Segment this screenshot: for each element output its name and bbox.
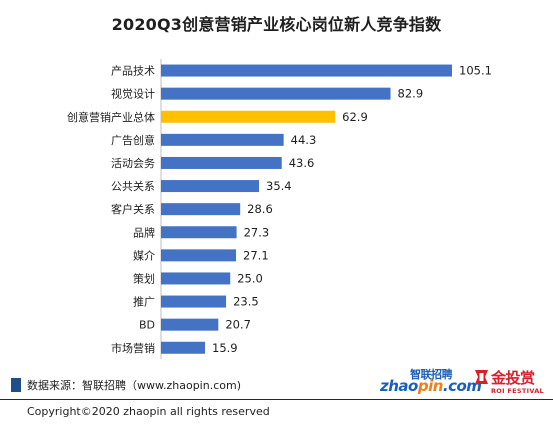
value-label: 105.1 xyxy=(459,64,492,78)
value-label: 28.6 xyxy=(247,202,273,216)
zhaopin-logo-en-suffix: .com xyxy=(442,377,482,395)
category-label: 推广 xyxy=(133,295,155,309)
copyright-notice: Copyright©2020 zhaopin all rights reserv… xyxy=(27,405,270,418)
bar xyxy=(161,295,227,308)
category-label: 广告创意 xyxy=(111,133,155,147)
value-label: 43.6 xyxy=(289,156,315,170)
value-label: 27.3 xyxy=(244,225,270,239)
bar xyxy=(161,180,260,193)
footer-divider xyxy=(0,399,553,400)
zhaopin-logo: 智联招聘 zhaopin.com xyxy=(380,366,482,396)
zhaopin-logo-en-accent: pin xyxy=(417,377,444,395)
zhaopin-logo-cn: 智联招聘 xyxy=(410,368,453,381)
data-source-note: 数据来源：智联招聘（www.zhaopin.com) xyxy=(27,379,241,392)
value-label: 82.9 xyxy=(398,87,424,101)
zhaopin-logo-en-prefix: zhao xyxy=(380,377,418,395)
category-label: 公共关系 xyxy=(111,179,155,193)
value-label: 44.3 xyxy=(291,133,317,147)
value-label: 15.9 xyxy=(212,341,238,355)
bar xyxy=(161,87,391,100)
value-label: 27.1 xyxy=(243,248,269,262)
bar xyxy=(161,133,284,146)
bars-group: 产品技术 105.1 视觉设计 82.9 创意营销产业总体 62.9 广告创意 44.3 活动会… xyxy=(67,64,492,355)
bar xyxy=(161,64,452,77)
category-label: 媒介 xyxy=(133,249,155,262)
category-label: 品牌 xyxy=(133,225,155,239)
category-label: BD xyxy=(139,319,155,332)
value-label: 35.4 xyxy=(266,179,292,193)
highlight-bar xyxy=(161,110,336,123)
category-label: 视觉设计 xyxy=(111,87,155,101)
category-label: 创意营销产业总体 xyxy=(67,110,155,124)
category-label: 客户关系 xyxy=(111,202,155,216)
roi-logo-cn: 金投赏 xyxy=(491,369,535,387)
roi-logo-en: ROI FESTIVAL xyxy=(491,387,544,395)
bar xyxy=(161,226,237,239)
value-label: 20.7 xyxy=(225,318,251,332)
bar xyxy=(161,203,241,216)
bar-chart: 产品技术 105.1 视觉设计 82.9 创意营销产业总体 62.9 广告创意 44.3 活动会… xyxy=(67,59,492,360)
value-label: 25.0 xyxy=(237,271,263,285)
category-label: 产品技术 xyxy=(111,64,155,78)
zhaopin-logo-en: zhaopin.com xyxy=(380,377,482,395)
chart-title: 2020Q3创意营销产业核心岗位新人竞争指数 xyxy=(111,15,442,34)
roi-emblem-icon xyxy=(475,370,488,384)
category-label: 市场营销 xyxy=(111,341,155,355)
value-label: 62.9 xyxy=(342,110,368,124)
category-label: 策划 xyxy=(133,271,155,285)
bar xyxy=(161,318,219,331)
value-label: 23.5 xyxy=(233,295,259,309)
bar xyxy=(161,249,237,262)
bar xyxy=(161,272,231,285)
source-marker xyxy=(11,378,21,392)
category-label: 活动会务 xyxy=(111,157,155,170)
roi-festival-logo: 金投赏 ROI FESTIVAL xyxy=(473,366,545,398)
bar xyxy=(161,341,206,354)
bar xyxy=(161,156,282,169)
